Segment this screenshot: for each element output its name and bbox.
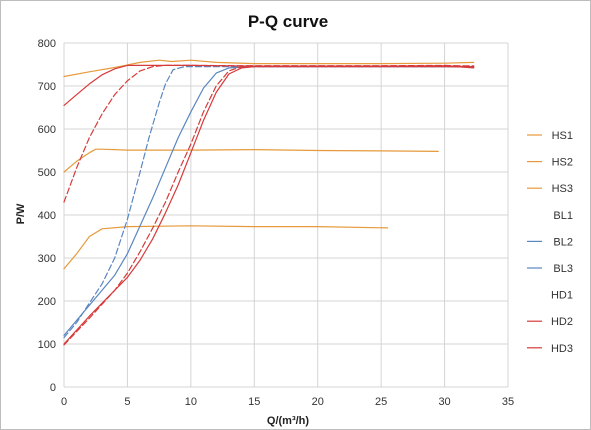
y-tick-label: 700 [38,81,56,93]
x-tick-label: 35 [502,396,514,408]
chart-title: P-Q curve [248,12,328,31]
series-line-hs3 [63,59,475,78]
series-line-hd3 [63,64,475,106]
legend-label: HD3 [551,343,573,355]
y-axis-label: P/W [15,203,27,224]
y-tick-label: 600 [38,124,56,136]
x-tick-label: 30 [438,396,450,408]
legend-label: BL3 [553,263,573,275]
legend-label: HD2 [551,316,573,328]
y-tick-label: 500 [38,167,56,179]
series-line-unnamed-9 [63,65,475,346]
series-line-bl3 [63,66,475,336]
legend-label: HD1 [551,290,573,302]
x-tick-label: 0 [61,396,67,408]
series-lines [63,59,475,346]
grid-lines [63,42,509,388]
series-line-unnamed-10 [63,66,475,345]
legend-label: BL1 [553,210,573,222]
series-line-bl2 [63,66,475,339]
legend: HS1 HS2 HS3 BL1 BL2 BL3 HD1 HD2 HD3 [527,130,573,355]
axes: 0 100 200 300 400 500 600 700 800 0 5 10 15 20 25 30 35 [38,38,514,408]
x-axis-label: Q/(m³/h) [267,415,309,427]
legend-label: HS3 [552,183,573,195]
x-tick-label: 5 [124,396,130,408]
y-tick-label: 100 [38,339,56,351]
y-tick-label: 200 [38,296,56,308]
x-tick-label: 20 [312,396,324,408]
y-tick-label: 800 [38,38,56,50]
legend-label: BL2 [553,236,573,248]
x-tick-label: 10 [185,396,197,408]
y-tick-label: 400 [38,210,56,222]
legend-label: HS1 [552,130,573,142]
x-tick-label: 15 [248,396,260,408]
y-tick-label: 300 [38,253,56,265]
legend-label: HS2 [552,157,573,169]
y-tick-label: 0 [50,382,56,394]
series-line-hs1 [63,225,389,270]
x-tick-label: 25 [375,396,387,408]
series-line-hs2 [63,148,439,173]
